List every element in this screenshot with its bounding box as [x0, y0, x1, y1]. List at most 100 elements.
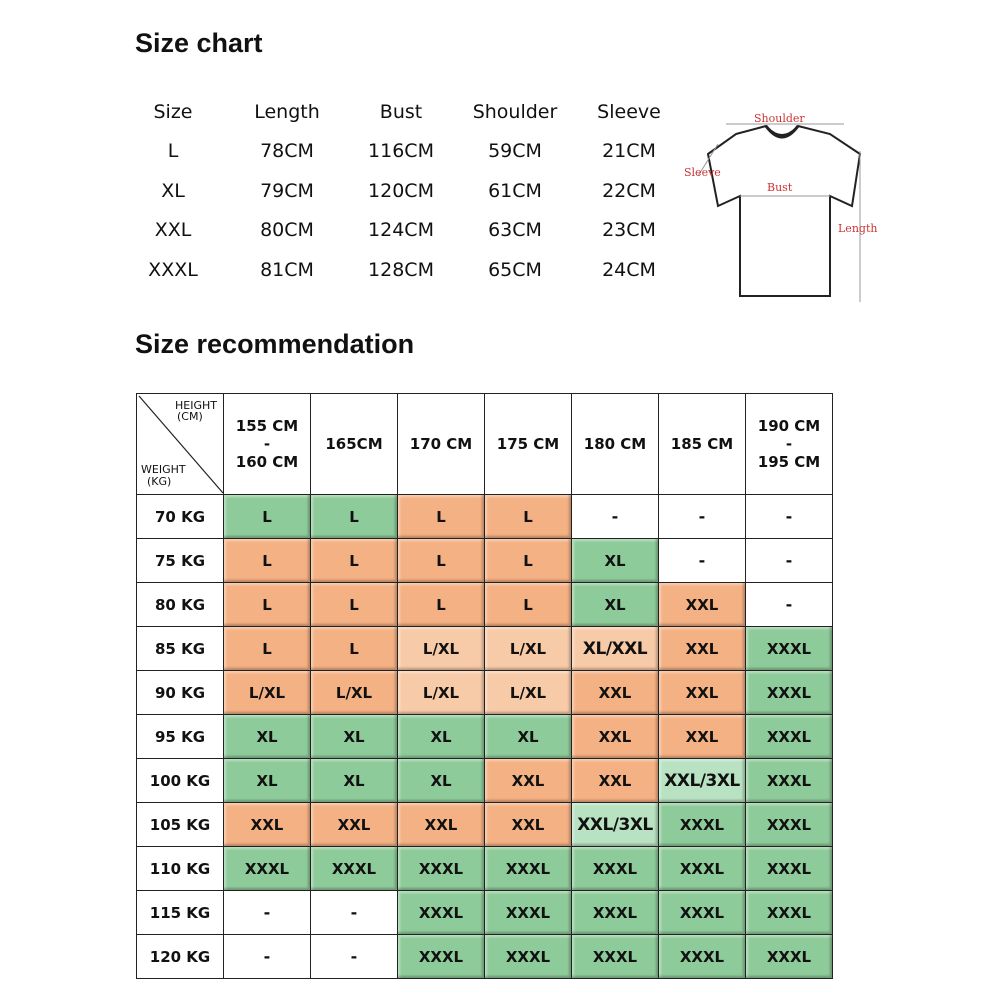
size-recommendation-cell: - [310, 934, 398, 979]
size-header: Bust [379, 100, 423, 123]
height-label: 190 CM [757, 417, 821, 435]
size-cell: XL [161, 179, 185, 202]
size-recommendation-cell: XXXL [658, 934, 746, 979]
height-label: 185 CM [670, 435, 734, 453]
size-recommendation-cell: XL [397, 714, 485, 759]
weight-label: 110 KG [136, 846, 224, 891]
height-header: 180 CM [571, 393, 659, 495]
weight-row: 70 KG L L L L - - - [136, 494, 833, 539]
size-recommendation-cell: L [223, 626, 311, 671]
shoulder-label: Shoulder [754, 112, 805, 125]
size-recommendation-cell: XXXL [571, 934, 659, 979]
size-recommendation-cell: L [310, 626, 398, 671]
size-recommendation-cell: XXXL [658, 802, 746, 847]
size-cell: L [167, 140, 179, 163]
size-recommendation-cell: XXL [484, 802, 572, 847]
weight-label: 85 KG [136, 626, 224, 671]
sleeve-label: Sleeve [684, 166, 721, 179]
size-recommendation-cell: XXXL [658, 846, 746, 891]
size-recommendation-cell: L [484, 494, 572, 539]
weight-row: 85 KG L L L/XL L/XL XL/XXL XXL XXXL [136, 626, 833, 671]
size-recommendation-cell: XXXL [310, 846, 398, 891]
size-recommendation-cell: XXL [484, 758, 572, 803]
weight-row: 80 KG L L L L XL XXL - [136, 582, 833, 627]
corner-weight: WEIGHT [141, 463, 186, 476]
size-cell: 79CM [260, 179, 314, 202]
size-recommendation-cell: L [310, 582, 398, 627]
size-header: Sleeve [597, 100, 661, 123]
size-recommendation-cell: XXXL [658, 890, 746, 935]
size-cell: 78CM [260, 140, 314, 163]
weight-label: 115 KG [136, 890, 224, 935]
size-recommendation-cell: L/XL [223, 670, 311, 715]
weight-label: 80 KG [136, 582, 224, 627]
size-recommendation-cell: XL [310, 758, 398, 803]
size-cell: 22CM [602, 179, 656, 202]
size-recommendation-cell: - [310, 890, 398, 935]
size-recommendation-cell: XXL [571, 670, 659, 715]
corner-cell: HEIGHT (CM) WEIGHT (KG) [136, 393, 224, 495]
height-header-row: HEIGHT (CM) WEIGHT (KG) 155 CM -160 CM 165CM 17… [136, 393, 833, 495]
size-recommendation-cell: XL [310, 714, 398, 759]
height-header: 175 CM [484, 393, 572, 495]
weight-label: 70 KG [136, 494, 224, 539]
size-recommendation-cell: XXXL [745, 714, 833, 759]
size-recommendation-cell: XXL [658, 714, 746, 759]
height-header: 165CM [310, 393, 398, 495]
size-recommendation-cell: XXL [658, 626, 746, 671]
tshirt-diagram: Shoulder Sleeve Bust Length [684, 112, 877, 302]
size-recommendation-cell: XXL [223, 802, 311, 847]
size-recommendation-cell: XL [397, 758, 485, 803]
corner-height-unit: (CM) [177, 410, 203, 423]
size-header-row: Size Length Bust Shoulder Sleeve [116, 92, 686, 132]
size-recommendation-cell: - [745, 494, 833, 539]
size-recommendation-cell: XXL [658, 670, 746, 715]
size-recommendation-cell: XXXL [484, 934, 572, 979]
size-recommendation-cell: XXXL [745, 670, 833, 715]
size-recommendation-cell: XL [223, 758, 311, 803]
weight-row: 75 KG L L L L XL - - [136, 538, 833, 583]
size-recommendation-cell: L [310, 538, 398, 583]
size-recommendation-cell: XXXL [484, 890, 572, 935]
size-recommendation-cell: XXXL [397, 890, 485, 935]
size-row: XXXL 81CM 128CM 65CM 24CM [116, 250, 686, 290]
size-recommendation-cell: - [571, 494, 659, 539]
size-chart-title: Size chart [135, 28, 263, 58]
size-recommendation-cell: XL [571, 538, 659, 583]
size-recommendation-cell: XXL [571, 758, 659, 803]
bust-label: Bust [767, 181, 793, 194]
size-recommendation-cell: L [310, 494, 398, 539]
size-header: Size [153, 100, 193, 123]
size-recommendation-cell: XL [223, 714, 311, 759]
size-cell: 61CM [488, 179, 542, 202]
size-recommendation-cell: XXXL [745, 802, 833, 847]
size-cell: 81CM [260, 258, 314, 281]
size-recommendation-cell: XL [484, 714, 572, 759]
size-cell: 23CM [602, 219, 656, 242]
corner-height: HEIGHT [175, 399, 217, 412]
size-recommendation-cell: L [223, 582, 311, 627]
size-recommendation-cell: XL/XXL [571, 626, 659, 671]
height-label: - [785, 435, 793, 453]
size-row: L 78CM 116CM 59CM 21CM [116, 132, 686, 172]
size-recommendation-cell: XXXL [745, 934, 833, 979]
height-label: 180 CM [583, 435, 647, 453]
size-cell: 65CM [488, 258, 542, 281]
size-recommendation-cell: XXL/3XL [571, 802, 659, 847]
size-row: XXL 80CM 124CM 63CM 23CM [116, 211, 686, 251]
size-cell: 80CM [260, 219, 314, 242]
weight-label: 95 KG [136, 714, 224, 759]
weight-row: 90 KG L/XL L/XL L/XL L/XL XXL XXL XXXL [136, 670, 833, 715]
corner-weight-unit: (KG) [147, 475, 172, 488]
size-recommendation-cell: L [397, 582, 485, 627]
height-header: 190 CM -195 CM [745, 393, 833, 495]
weight-label: 90 KG [136, 670, 224, 715]
height-label: 175 CM [496, 435, 560, 453]
size-cell: XXL [154, 219, 192, 242]
weight-row: 105 KG XXL XXL XXL XXL XXL/3XL XXXL XXXL [136, 802, 833, 847]
height-label: 170 CM [409, 435, 473, 453]
size-recommendation-cell: XXXL [397, 934, 485, 979]
size-recommendation-cell: L/XL [397, 670, 485, 715]
size-cell: 120CM [368, 179, 434, 202]
size-recommendation-title: Size recommendation [135, 329, 415, 359]
